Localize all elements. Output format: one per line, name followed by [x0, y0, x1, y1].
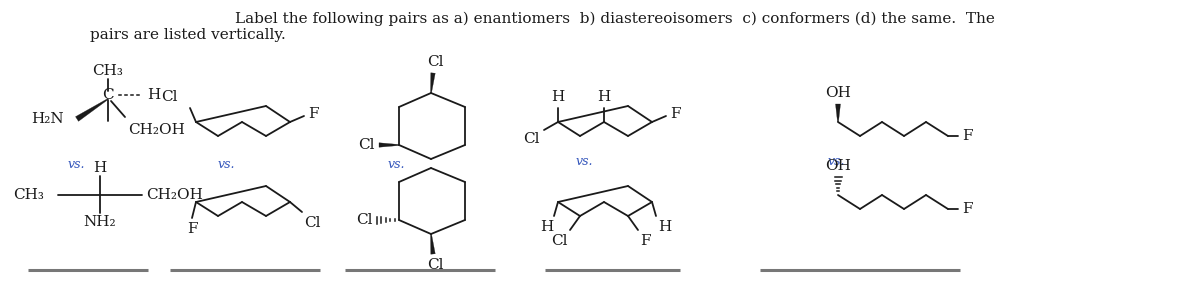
Polygon shape: [76, 99, 108, 121]
Text: Cl: Cl: [427, 55, 443, 69]
Text: CH₃: CH₃: [92, 64, 124, 78]
Text: F: F: [308, 107, 318, 121]
Text: OH: OH: [826, 159, 851, 173]
Text: F: F: [962, 202, 972, 216]
Text: F: F: [640, 234, 650, 248]
Text: vs.: vs.: [218, 158, 235, 171]
Text: H₂N: H₂N: [31, 112, 64, 126]
Text: Cl: Cl: [304, 216, 320, 230]
Text: H: H: [540, 220, 553, 234]
Text: H: H: [658, 220, 671, 234]
Text: vs.: vs.: [828, 155, 846, 168]
Text: NH₂: NH₂: [84, 215, 116, 229]
Text: OH: OH: [826, 86, 851, 100]
Text: vs.: vs.: [388, 158, 406, 171]
Text: vs.: vs.: [68, 158, 85, 171]
Text: vs.: vs.: [576, 155, 594, 168]
Text: F: F: [670, 107, 680, 121]
Text: Cl: Cl: [427, 258, 443, 272]
Text: Cl: Cl: [356, 213, 373, 227]
Text: Label the following pairs as a) enantiomers  b) diastereoisomers  c) conformers : Label the following pairs as a) enantiom…: [235, 12, 995, 26]
Polygon shape: [379, 143, 398, 147]
Text: pairs are listed vertically.: pairs are listed vertically.: [90, 28, 286, 42]
Text: Cl: Cl: [552, 234, 568, 248]
Text: H: H: [551, 90, 565, 104]
Text: C: C: [102, 88, 114, 102]
Text: F: F: [187, 222, 197, 236]
Polygon shape: [835, 104, 840, 122]
Text: Cl: Cl: [162, 90, 178, 104]
Text: CH₂OH: CH₂OH: [128, 123, 185, 137]
Text: CH₃: CH₃: [13, 188, 44, 202]
Text: H: H: [94, 161, 107, 175]
Text: CH₂OH: CH₂OH: [146, 188, 203, 202]
Text: H: H: [598, 90, 611, 104]
Text: F: F: [962, 129, 972, 143]
Text: Cl: Cl: [523, 132, 540, 146]
Text: H: H: [148, 88, 161, 102]
Polygon shape: [431, 234, 436, 254]
Polygon shape: [431, 73, 436, 93]
Text: Cl: Cl: [359, 138, 374, 152]
